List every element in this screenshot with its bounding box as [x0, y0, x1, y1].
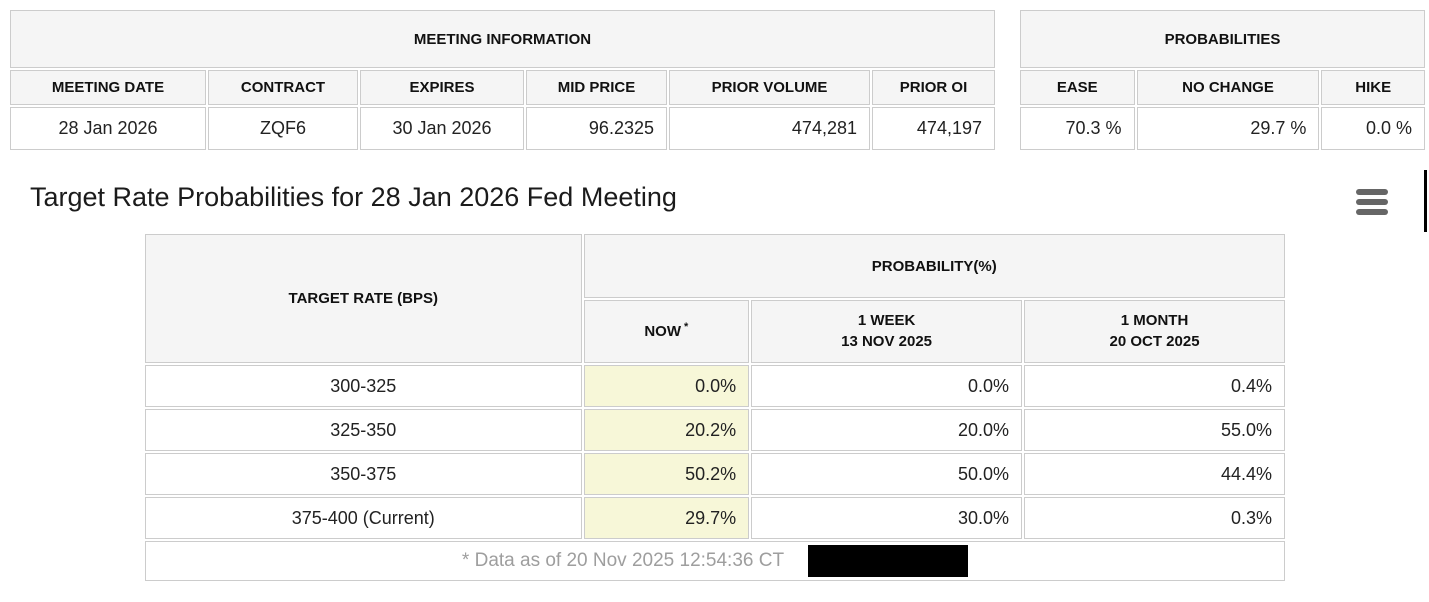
one-month-date: 20 OCT 2025 — [1109, 332, 1200, 350]
prior-volume-value: 474,281 — [669, 107, 870, 150]
col-header-ease: EASE — [1020, 70, 1135, 105]
month-probability-cell: 0.3% — [1024, 497, 1285, 539]
col-header-contract: CONTRACT — [208, 70, 358, 105]
now-probability-cell: 29.7% — [583, 497, 750, 539]
week-probability-cell: 0.0% — [751, 365, 1023, 407]
hamburger-bar — [1356, 189, 1388, 195]
now-probability-cell: 50.2% — [583, 453, 750, 495]
ease-value: 70.3 % — [1020, 107, 1135, 150]
month-probability-cell: 44.4% — [1024, 453, 1285, 495]
hamburger-bar — [1356, 209, 1388, 215]
probabilities-header-row: EASE NO CHANGE HIKE — [1020, 70, 1425, 105]
page-title: Target Rate Probabilities for 28 Jan 202… — [30, 182, 677, 212]
target-rate-probability-table: TARGET RATE (BPS) PROBABILITY(%) NOW * 1 … — [143, 232, 1287, 583]
rate-table-subheader-row: NOW * 1 WEEK 13 NOV 2025 1 MONTH 20 OCT 202… — [145, 300, 1285, 363]
now-asterisk: * — [684, 321, 689, 334]
col-header-now: NOW * — [583, 300, 750, 363]
hamburger-menu-icon[interactable] — [1356, 186, 1392, 218]
contract-value: ZQF6 — [208, 107, 358, 150]
mid-price-value: 96.2325 — [526, 107, 667, 150]
no-change-value: 29.7 % — [1136, 107, 1320, 150]
meeting-information-title: MEETING INFORMATION — [10, 10, 995, 68]
col-header-no-change: NO CHANGE — [1136, 70, 1320, 105]
month-probability-cell: 55.0% — [1024, 409, 1285, 451]
col-header-prior-oi: PRIOR OI — [872, 70, 995, 105]
table-row: 350-375 50.2% 50.0% 44.4% — [145, 453, 1285, 495]
probabilities-table: PROBABILITIES EASE NO CHANGE HIKE 70.3 %… — [1018, 8, 1427, 152]
col-header-1-month: 1 MONTH 20 OCT 2025 — [1024, 300, 1285, 363]
footnote-cell: * Data as of 20 Nov 2025 12:54:36 CT — [145, 541, 1285, 581]
target-rate-cell: 350-375 — [145, 453, 582, 495]
col-header-hike: HIKE — [1321, 70, 1425, 105]
col-header-mid-price: MID PRICE — [526, 70, 667, 105]
probability-pct-group-header: PROBABILITY(%) — [583, 234, 1285, 299]
col-header-meeting-date: MEETING DATE — [10, 70, 206, 105]
vertical-scrollbar-thumb[interactable] — [1424, 170, 1427, 232]
target-rate-cell: 375-400 (Current) — [145, 497, 582, 539]
target-rate-bps-header: TARGET RATE (BPS) — [145, 234, 582, 363]
table-row: 325-350 20.2% 20.0% 55.0% — [145, 409, 1285, 451]
week-probability-cell: 20.0% — [751, 409, 1023, 451]
one-week-date: 13 NOV 2025 — [841, 332, 933, 350]
one-week-label: 1 WEEK — [857, 312, 916, 330]
col-header-prior-volume: PRIOR VOLUME — [669, 70, 870, 105]
probabilities-title: PROBABILITIES — [1020, 10, 1425, 68]
now-label: NOW — [644, 323, 682, 341]
week-probability-cell: 50.0% — [751, 453, 1023, 495]
one-month-label: 1 MONTH — [1120, 312, 1189, 330]
prior-oi-value: 474,197 — [872, 107, 995, 150]
month-probability-cell: 0.4% — [1024, 365, 1285, 407]
meeting-information-value-row: 28 Jan 2026 ZQF6 30 Jan 2026 96.2325 474… — [10, 107, 995, 150]
meeting-information-table: MEETING INFORMATION MEETING DATE CONTRAC… — [8, 8, 997, 152]
week-probability-cell: 30.0% — [751, 497, 1023, 539]
footnote-row: * Data as of 20 Nov 2025 12:54:36 CT — [145, 541, 1285, 581]
meeting-information-header-row: MEETING DATE CONTRACT EXPIRES MID PRICE … — [10, 70, 995, 105]
target-rate-cell: 325-350 — [145, 409, 582, 451]
redaction-box — [808, 545, 969, 577]
now-probability-cell: 20.2% — [583, 409, 750, 451]
now-probability-cell: 0.0% — [583, 365, 750, 407]
meeting-date-value: 28 Jan 2026 — [10, 107, 206, 150]
target-rate-cell: 300-325 — [145, 365, 582, 407]
data-as-of-footnote: * Data as of 20 Nov 2025 12:54:36 CT — [461, 550, 785, 571]
probabilities-value-row: 70.3 % 29.7 % 0.0 % — [1020, 107, 1425, 150]
expires-value: 30 Jan 2026 — [360, 107, 524, 150]
table-row: 300-325 0.0% 0.0% 0.4% — [145, 365, 1285, 407]
hamburger-bar — [1356, 199, 1388, 205]
col-header-expires: EXPIRES — [360, 70, 524, 105]
hike-value: 0.0 % — [1321, 107, 1425, 150]
col-header-1-week: 1 WEEK 13 NOV 2025 — [751, 300, 1023, 363]
table-row: 375-400 (Current) 29.7% 30.0% 0.3% — [145, 497, 1285, 539]
